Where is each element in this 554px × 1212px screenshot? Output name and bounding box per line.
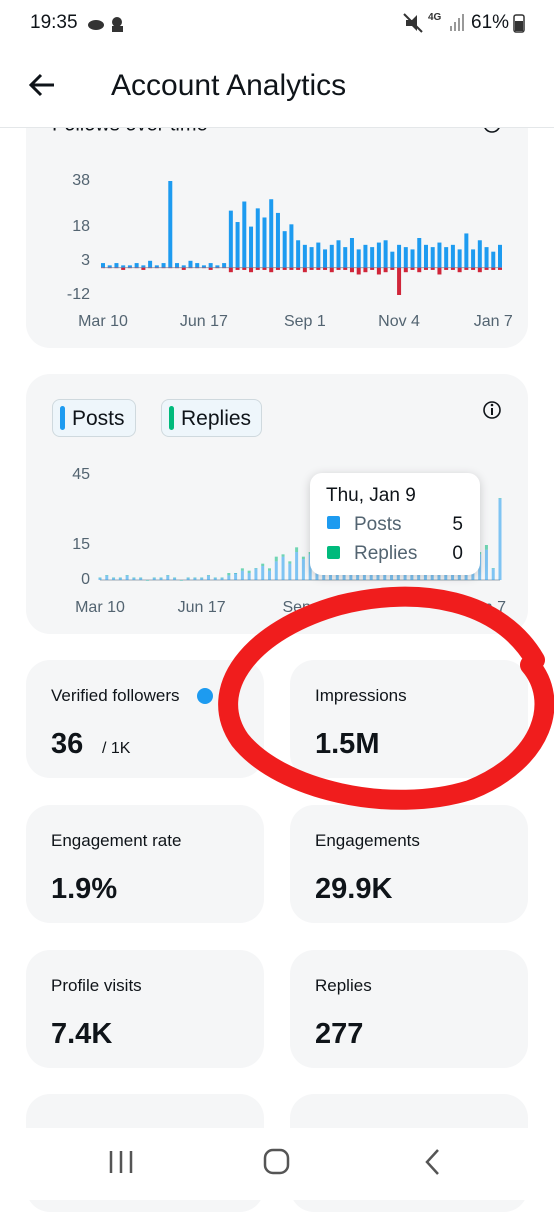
page-title: Account Analytics: [111, 69, 347, 102]
stat-value: 277: [315, 1018, 364, 1050]
legend-swatch: [60, 406, 65, 430]
mute-icon: [403, 13, 423, 33]
stat-card: Engagements 29.9K: [290, 805, 528, 923]
stat-label: Replies: [315, 976, 372, 995]
stat-label: Impressions: [315, 686, 407, 705]
stat-value: 36: [51, 728, 84, 760]
signal-icon: [450, 14, 464, 31]
stat-card: Impressions 1.5M: [290, 660, 528, 778]
tooltip-swatch: [327, 546, 340, 559]
stat-value: 7.4K: [51, 1018, 113, 1050]
tooltip-date: Thu, Jan 9: [326, 485, 416, 506]
tooltip-swatch: [327, 516, 340, 529]
legend-label: Posts: [72, 407, 125, 430]
stat-card: Replies 277: [290, 950, 528, 1068]
legend-posts[interactable]: Posts: [52, 399, 136, 437]
stat-label: Profile visits: [51, 976, 142, 995]
stat-label: Verified followers: [51, 686, 180, 705]
stat-value: 1.9%: [51, 873, 118, 905]
status-time: 19:35: [30, 12, 78, 33]
tooltip-value: 0: [452, 543, 463, 564]
recents-button[interactable]: [109, 1151, 133, 1173]
stat-value: 29.9K: [315, 873, 393, 905]
back-nav-button[interactable]: [425, 1149, 439, 1175]
stat-value: 1.5M: [315, 728, 380, 760]
stat-card: Profile visits 7.4K: [26, 950, 264, 1068]
legend-swatch: [169, 406, 174, 430]
verified-badge: [197, 688, 213, 704]
legend-label: Replies: [181, 407, 252, 430]
tooltip-label: Posts: [354, 514, 402, 535]
stat-card: Verified followers 36 / 1K: [26, 660, 264, 778]
chart-tooltip: Thu, Jan 9 Posts 5 Replies 0: [310, 473, 480, 575]
stat-label: Engagements: [315, 831, 420, 850]
home-button[interactable]: [263, 1148, 290, 1175]
back-button[interactable]: [28, 70, 58, 100]
tooltip-value: 5: [452, 514, 463, 535]
system-nav-bar: [0, 1128, 554, 1200]
battery-percent: 61%: [471, 12, 510, 33]
stat-label: Engagement rate: [51, 831, 182, 850]
network-type: 4G: [428, 12, 442, 23]
app-header: 19:35 4G 61% Account Analytics: [0, 0, 554, 128]
nav-icons: [109, 1148, 439, 1175]
stat-card: Engagement rate 1.9%: [26, 805, 264, 923]
legend-replies[interactable]: Replies: [161, 399, 262, 437]
status-icons: [88, 17, 123, 32]
battery-icon: [513, 14, 525, 33]
tooltip-label: Replies: [354, 543, 418, 564]
stat-total: / 1K: [102, 740, 131, 757]
